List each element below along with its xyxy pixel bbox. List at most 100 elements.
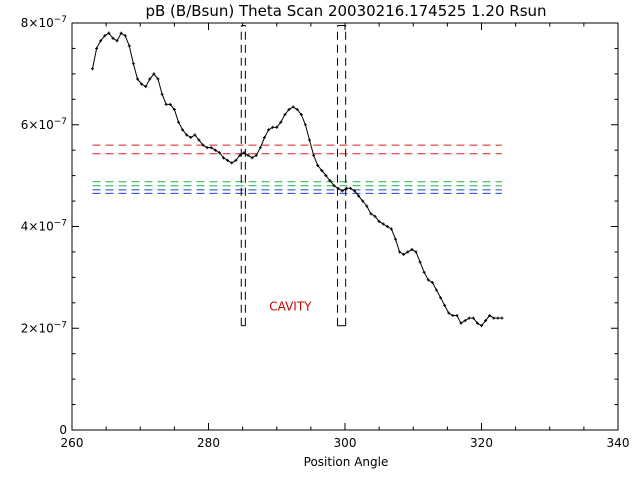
data-point <box>213 148 217 152</box>
data-point <box>340 189 344 193</box>
y-tick-mantissa: 8×10 <box>21 16 54 30</box>
data-point <box>381 222 385 226</box>
y-tick-mantissa: 2×10 <box>21 321 54 335</box>
y-tick-exponent: −7 <box>54 320 67 330</box>
data-point <box>193 133 197 137</box>
data-point <box>262 135 266 139</box>
data-point <box>463 319 467 323</box>
data-point <box>291 105 295 109</box>
data-point <box>426 278 430 282</box>
data-point <box>287 107 291 111</box>
x-tick-label: 340 <box>607 436 630 450</box>
data-point <box>488 314 492 318</box>
data-point <box>242 151 246 155</box>
data-point <box>144 85 148 89</box>
data-point <box>136 77 140 81</box>
data-point <box>434 288 438 292</box>
data-point <box>267 128 271 132</box>
data-point <box>348 186 352 190</box>
data-point <box>160 92 164 96</box>
data-point <box>389 227 393 231</box>
plot-area: CAVITY <box>90 25 504 328</box>
data-point <box>254 153 258 157</box>
data-point <box>312 153 316 157</box>
data-point <box>455 314 459 318</box>
y-tick-exponent: −7 <box>54 15 67 25</box>
data-point <box>103 34 107 38</box>
data-point <box>201 143 205 147</box>
x-tick-label: 280 <box>197 436 220 450</box>
data-point <box>230 161 234 165</box>
data-point <box>250 156 254 160</box>
y-tick-mantissa: 4×10 <box>21 220 54 234</box>
data-point <box>484 319 488 323</box>
data-point <box>238 153 242 157</box>
data-point <box>308 138 312 142</box>
data-point <box>283 113 287 117</box>
data-point <box>320 169 324 173</box>
data-point <box>303 123 307 127</box>
data-point <box>222 156 226 160</box>
data-point <box>131 62 135 66</box>
data-point <box>467 316 471 320</box>
data-point <box>168 102 172 106</box>
data-point <box>496 316 500 320</box>
data-point <box>271 125 275 129</box>
data-point <box>209 146 213 150</box>
data-point <box>107 31 111 35</box>
y-tick-exponent: −7 <box>54 219 67 229</box>
y-tick-label: 8×10−7 <box>21 15 67 30</box>
chart-title: pB (B/Bsun) Theta Scan 20030216.174525 1… <box>145 2 546 20</box>
data-point <box>148 77 152 81</box>
data-point <box>480 324 483 328</box>
x-tick-label: 320 <box>470 436 493 450</box>
data-point <box>373 214 377 218</box>
y-tick-mantissa: 6×10 <box>21 118 54 132</box>
data-point <box>99 39 103 43</box>
data-point <box>332 184 336 188</box>
data-point <box>361 199 365 203</box>
y-tick-label: 2×10−7 <box>21 320 67 335</box>
y-tick-label: 0 <box>59 423 67 437</box>
data-point <box>123 34 127 38</box>
data-point <box>369 212 373 216</box>
data-point <box>95 46 99 50</box>
data-point <box>111 36 115 40</box>
data-point <box>258 146 262 150</box>
data-point <box>295 107 299 111</box>
data-point <box>414 250 418 254</box>
data-point <box>279 120 283 124</box>
data-point <box>406 250 410 254</box>
data-point <box>398 250 402 254</box>
data-point <box>471 316 475 320</box>
data-point <box>164 102 168 106</box>
data-point <box>459 321 463 325</box>
y-axis: 02×10−74×10−76×10−78×10−7 <box>21 15 618 437</box>
data-point <box>475 321 479 325</box>
data-point <box>172 107 176 111</box>
data-point <box>299 113 303 117</box>
data-point <box>189 135 193 139</box>
x-axis-label: Position Angle <box>304 455 389 469</box>
x-tick-label: 300 <box>334 436 357 450</box>
cavity-annotation: CAVITY <box>269 299 312 313</box>
data-point <box>336 186 340 190</box>
data-point <box>181 128 185 132</box>
data-point <box>492 316 496 320</box>
x-axis: 260 280 300 320 340 <box>61 23 630 450</box>
data-point <box>156 77 160 81</box>
x-tick-label: 260 <box>61 436 84 450</box>
data-point <box>394 237 398 241</box>
data-point <box>90 67 94 71</box>
data-point <box>234 158 238 162</box>
data-point <box>451 314 455 318</box>
data-point <box>344 186 348 190</box>
data-point <box>152 72 156 76</box>
y-tick-exponent: −7 <box>54 117 67 127</box>
data-point <box>365 204 369 208</box>
data-point <box>447 311 451 315</box>
data-point <box>353 189 357 193</box>
data-point <box>275 125 279 129</box>
